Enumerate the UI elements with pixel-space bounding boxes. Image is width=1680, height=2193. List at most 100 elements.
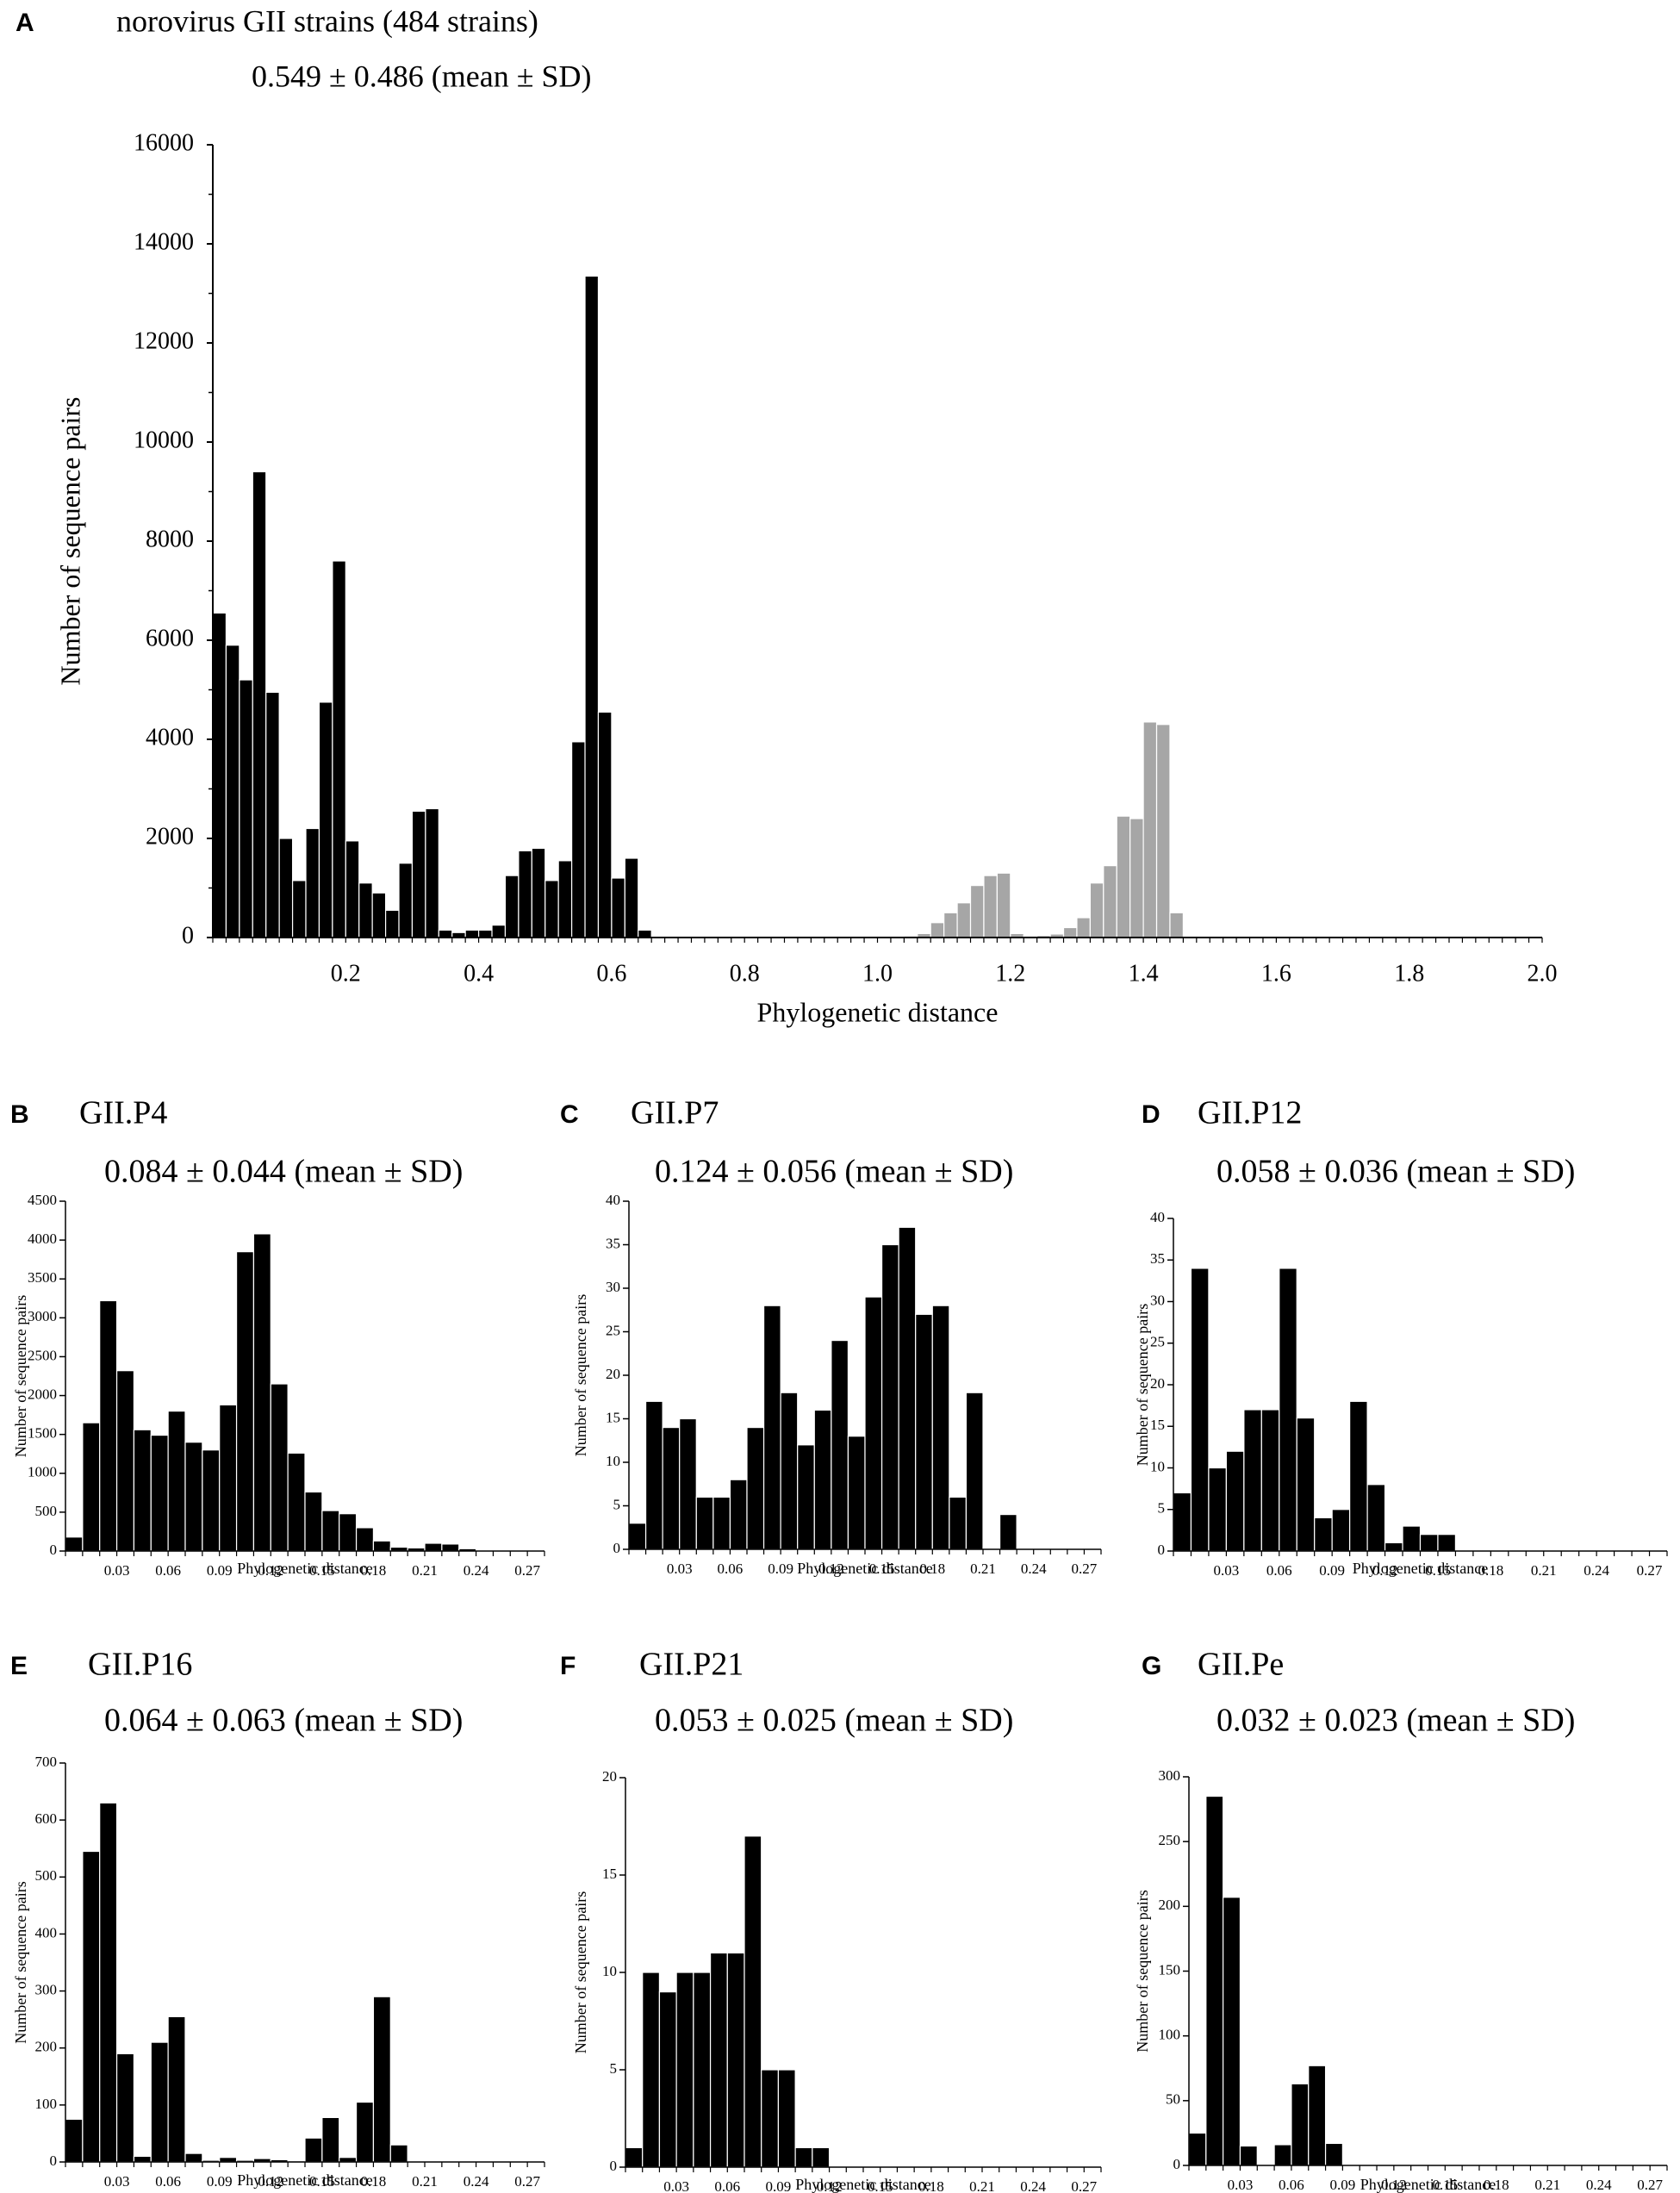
bar [675,1972,694,2168]
x-tick-label: 0.24 [1586,2177,1612,2193]
x-tick-label: 0.15 [309,2173,335,2190]
y-tick-label: 40 [606,1192,620,1208]
y-tick-label: 20 [602,1768,617,1785]
y-tick-label: 30 [606,1279,620,1295]
panel-letter: A [16,9,34,37]
bar-series-2 [1169,912,1184,938]
bar-group [1188,1795,1343,2166]
y-tick-label: 0 [613,1540,621,1556]
bar-series-1 [464,929,480,938]
bar [167,1410,186,1552]
bar [99,1802,118,2163]
chart-title: GII.Pe [1198,1647,1284,1683]
bar-series-2 [1155,724,1171,938]
bar [1349,1400,1368,1552]
chart-title: norovirus GII strains (484 strains) [116,3,538,38]
x-tick-label: 0.21 [412,2173,438,2190]
bar [441,1543,460,1552]
bar-series-1 [557,860,573,938]
x-tick-label: 0.24 [1020,2178,1046,2193]
chart-subtitle: 0.032 ± 0.023 (mean ± SD) [1216,1703,1575,1739]
panel-c: C GII.P7 0.124 ± 0.056 (mean ± SD) 0 5 10 15 20… [560,1095,1102,1577]
bar [761,2069,780,2168]
bar [762,1305,781,1550]
bar [999,1513,1017,1550]
x-tick-label: 0.09 [766,2178,792,2193]
y-tick-label: 25 [606,1322,620,1338]
bar [115,2053,135,2163]
y-tick-label: 3500 [28,1269,57,1286]
panel-letter: E [10,1652,28,1680]
bar [1296,1417,1316,1552]
x-tick-label: 0.09 [768,1561,793,1577]
x-tick-label: 0.21 [412,1562,438,1579]
bar [1419,1534,1439,1552]
x-tick-label: 0.03 [1214,1562,1240,1579]
bar [797,1444,815,1550]
bar-series-1 [265,691,280,938]
x-axis-label: Phylogenetic distance [1353,1560,1488,1577]
x-tick-label: 0.12 [258,1562,283,1579]
y-tick-label: 3000 [28,1308,57,1324]
y-tick-label: 600 [35,1810,58,1827]
x-tick-label: 0.6 [596,960,626,987]
x-axis-label: Phylogenetic distance [757,996,999,1027]
y-tick-label: 700 [35,1754,58,1770]
chart-title: GII.P16 [88,1647,192,1683]
x-tick-label: 0.09 [207,2173,233,2190]
chart-title: GII.P4 [79,1095,167,1131]
bar-series-1 [345,840,360,938]
bar [780,1392,799,1550]
panel-b: B GII.P4 0.084 ± 0.044 (mean ± SD) 0 500 1000… [10,1095,545,1579]
x-tick-label: 0.18 [918,2178,944,2193]
bar [372,1996,391,2163]
x-tick-label: 0.2 [331,960,361,987]
x-tick-label: 0.21 [1534,2177,1560,2193]
bar [372,1540,391,1552]
y-tick-label: 2000 [28,1386,57,1402]
x-tick-label: 1.2 [995,960,1025,987]
bar-series-2 [1142,721,1158,938]
x-tick-label: 0.15 [868,2178,893,2193]
bar [184,1442,203,1552]
bar [150,1434,169,1552]
bar [115,1370,135,1552]
bar-series-2 [1129,818,1144,938]
bar [949,1496,968,1550]
y-tick-label: 6000 [146,625,194,651]
bar [1308,2065,1327,2166]
bar [99,1299,118,1552]
bar-group [212,275,1184,938]
x-tick-label: 2.0 [1528,960,1558,987]
x-tick-label: 0.03 [104,1562,130,1579]
x-tick-label: 0.09 [1330,2177,1356,2193]
bar [339,2157,358,2163]
bar-group [65,1802,408,2163]
bar-series-1 [332,560,346,938]
bar [1239,2145,1258,2166]
y-tick-label: 16000 [134,129,194,156]
panel-letter: C [560,1100,579,1129]
y-tick-label: 0 [182,922,194,949]
y-tick-label: 40 [1150,1209,1165,1225]
bar [864,1296,883,1550]
x-tick-label: 0.15 [309,1562,335,1579]
bar-series-1 [384,909,400,938]
x-tick-label: 0.06 [1266,1562,1292,1579]
bar [1324,2142,1343,2166]
bar [794,2146,813,2168]
x-tick-label: 0.18 [361,1562,387,1579]
y-tick-label: 200 [35,2039,58,2055]
x-axis-label: Phylogenetic distance [797,1560,932,1577]
bar-series-1 [611,877,625,938]
x-tick-label: 0.06 [718,1561,744,1577]
y-tick-label: 50 [1166,2091,1180,2108]
bar [219,1404,238,1552]
bar [1402,1525,1422,1552]
bar-series-1 [584,275,600,938]
x-tick-label: 0.09 [207,1562,233,1579]
bar [389,2144,408,2163]
x-tick-label: 0.27 [1071,2178,1097,2193]
bar-group [625,1835,831,2168]
